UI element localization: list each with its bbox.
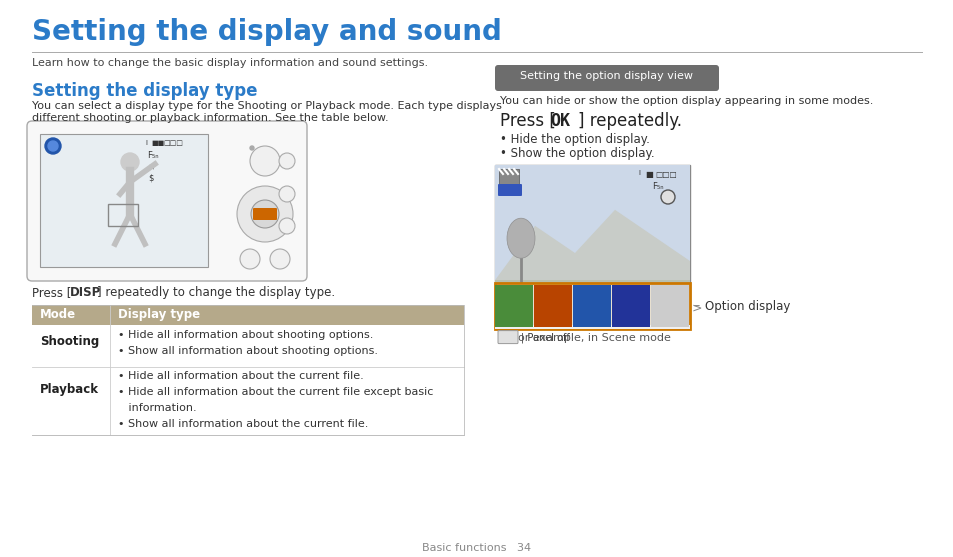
FancyBboxPatch shape bbox=[497, 184, 521, 196]
Text: Shooting: Shooting bbox=[40, 335, 99, 348]
Text: ▲ For example, in Scene mode: ▲ For example, in Scene mode bbox=[499, 333, 670, 343]
Bar bbox=[108, 204, 138, 226]
Text: ⚡: ⚡ bbox=[664, 194, 671, 204]
Bar bbox=[498, 169, 518, 184]
Text: • Hide all information about the current file except basic: • Hide all information about the current… bbox=[118, 387, 433, 397]
Circle shape bbox=[278, 218, 294, 234]
Bar bbox=[40, 134, 208, 267]
Text: Mode: Mode bbox=[40, 308, 76, 321]
Circle shape bbox=[660, 190, 675, 204]
Circle shape bbox=[121, 153, 139, 171]
Bar bbox=[534, 285, 572, 326]
Bar bbox=[32, 325, 463, 367]
Ellipse shape bbox=[506, 218, 535, 258]
Text: $: $ bbox=[148, 174, 153, 183]
Circle shape bbox=[250, 146, 280, 176]
Bar bbox=[650, 285, 688, 326]
Circle shape bbox=[240, 249, 260, 269]
Text: I: I bbox=[145, 140, 147, 146]
Text: Setting the option display view: Setting the option display view bbox=[520, 71, 693, 81]
Text: □□□: □□□ bbox=[655, 170, 676, 179]
Bar bbox=[495, 280, 689, 289]
Bar bbox=[495, 165, 689, 280]
Text: DISP: DISP bbox=[70, 286, 101, 299]
Text: >: > bbox=[691, 301, 701, 315]
Text: Basic functions   34: Basic functions 34 bbox=[422, 543, 531, 553]
Circle shape bbox=[250, 146, 253, 150]
Bar bbox=[573, 285, 610, 326]
Text: • Show all information about shooting options.: • Show all information about shooting op… bbox=[118, 346, 377, 356]
Text: DISP: DISP bbox=[255, 211, 274, 217]
Text: • Show the option display.: • Show the option display. bbox=[499, 147, 654, 160]
Text: • Hide all information about shooting options.: • Hide all information about shooting op… bbox=[118, 330, 373, 340]
Text: Display type: Display type bbox=[118, 308, 200, 321]
Bar bbox=[32, 367, 463, 435]
Text: information.: information. bbox=[118, 403, 196, 413]
Text: Press [: Press [ bbox=[32, 286, 71, 299]
Text: F₅ₙ: F₅ₙ bbox=[147, 151, 158, 160]
Text: Option display: Option display bbox=[704, 300, 789, 312]
Text: SCN: SCN bbox=[502, 186, 517, 192]
Text: ] repeatedly to change the display type.: ] repeatedly to change the display type. bbox=[97, 286, 335, 299]
Bar bbox=[495, 165, 689, 325]
Text: ■■: ■■ bbox=[151, 140, 164, 146]
Text: Press [: Press [ bbox=[499, 112, 556, 130]
FancyBboxPatch shape bbox=[495, 65, 719, 91]
Text: OK: OK bbox=[550, 112, 569, 130]
Text: ■: ■ bbox=[644, 170, 652, 179]
Text: Landscape: Landscape bbox=[579, 261, 636, 271]
Text: Learn how to change the basic display information and sound settings.: Learn how to change the basic display in… bbox=[32, 58, 428, 68]
Polygon shape bbox=[495, 210, 689, 280]
Text: OK: OK bbox=[502, 333, 513, 341]
Text: | Panel off: | Panel off bbox=[520, 333, 569, 343]
Text: Setting the display and sound: Setting the display and sound bbox=[32, 18, 501, 46]
Circle shape bbox=[278, 186, 294, 202]
FancyBboxPatch shape bbox=[497, 331, 517, 344]
Text: Playback: Playback bbox=[40, 383, 99, 396]
FancyBboxPatch shape bbox=[27, 121, 307, 281]
Circle shape bbox=[236, 186, 293, 242]
Text: You can hide or show the option display appearing in some modes.: You can hide or show the option display … bbox=[499, 96, 872, 106]
Circle shape bbox=[45, 138, 61, 154]
Bar bbox=[32, 305, 463, 325]
Text: • Hide the option display.: • Hide the option display. bbox=[499, 133, 649, 146]
Circle shape bbox=[251, 200, 278, 228]
Bar bbox=[495, 282, 689, 329]
Circle shape bbox=[278, 153, 294, 169]
Text: Setting the display type: Setting the display type bbox=[32, 82, 257, 100]
Text: F₅ₙ: F₅ₙ bbox=[651, 182, 663, 191]
Circle shape bbox=[270, 249, 290, 269]
Text: • Show all information about the current file.: • Show all information about the current… bbox=[118, 419, 368, 429]
Bar bbox=[612, 285, 649, 326]
Text: different shooting or playback information. See the table below.: different shooting or playback informati… bbox=[32, 113, 388, 123]
Text: You can select a display type for the Shooting or Playback mode. Each type displ: You can select a display type for the Sh… bbox=[32, 101, 501, 111]
Text: I: I bbox=[638, 170, 639, 176]
Text: □□□: □□□ bbox=[163, 140, 183, 146]
FancyBboxPatch shape bbox=[253, 208, 276, 220]
Bar bbox=[495, 285, 533, 326]
Text: ] repeatedly.: ] repeatedly. bbox=[578, 112, 681, 130]
Text: • Hide all information about the current file.: • Hide all information about the current… bbox=[118, 371, 363, 381]
Bar bbox=[495, 325, 689, 329]
Circle shape bbox=[48, 141, 58, 151]
Text: ✕: ✕ bbox=[148, 163, 154, 172]
